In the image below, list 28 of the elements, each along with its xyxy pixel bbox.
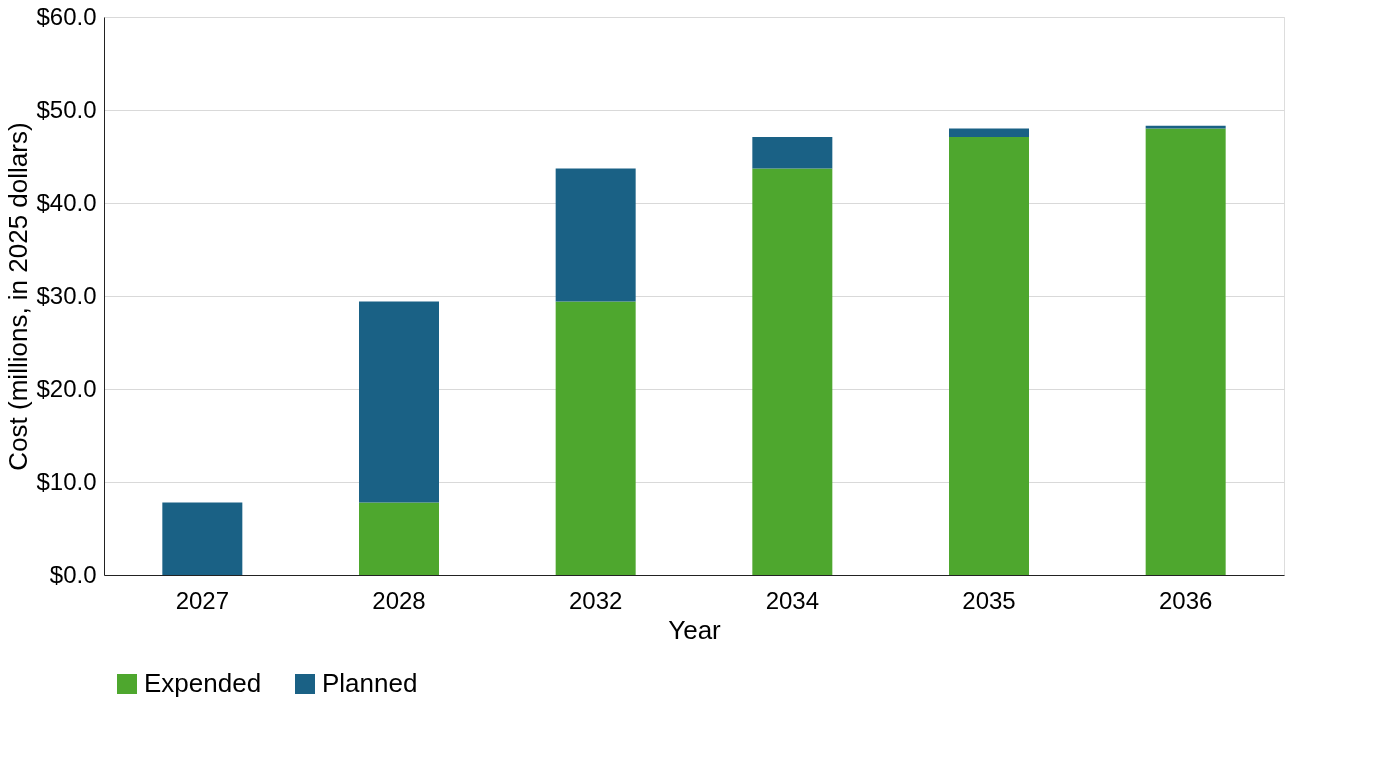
y-tick-label: $20.0 <box>36 374 97 402</box>
x-tick-label: 2027 <box>175 586 230 614</box>
x-tick-label: 2028 <box>372 586 426 614</box>
bar <box>949 136 1029 575</box>
x-axis-title: Year <box>668 614 722 645</box>
x-tick-label: 2034 <box>765 586 820 614</box>
y-tick-label: $50.0 <box>36 95 97 123</box>
x-tick-label: 2032 <box>568 586 623 614</box>
bar <box>752 136 833 169</box>
bar <box>555 168 636 302</box>
bar <box>949 128 1029 137</box>
y-tick-label: $30.0 <box>36 281 97 309</box>
bar <box>1145 128 1226 575</box>
legend-label: Planned <box>322 668 418 698</box>
y-axis-title: Cost (millions, in 2025 dollars) <box>3 122 34 471</box>
y-tick-label: $0.0 <box>49 560 97 588</box>
bar <box>1145 125 1226 129</box>
bar <box>162 502 243 575</box>
y-tick-label: $10.0 <box>36 467 97 495</box>
y-tick-label: $60.0 <box>36 2 97 30</box>
y-tick-label: $40.0 <box>36 188 97 216</box>
bar <box>359 301 439 503</box>
bar <box>555 301 636 575</box>
legend-label: Expended <box>144 668 262 698</box>
bar <box>359 502 439 575</box>
bar <box>752 168 833 575</box>
x-tick-label: 2035 <box>962 586 1016 614</box>
x-tick-label: 2036 <box>1158 586 1213 614</box>
